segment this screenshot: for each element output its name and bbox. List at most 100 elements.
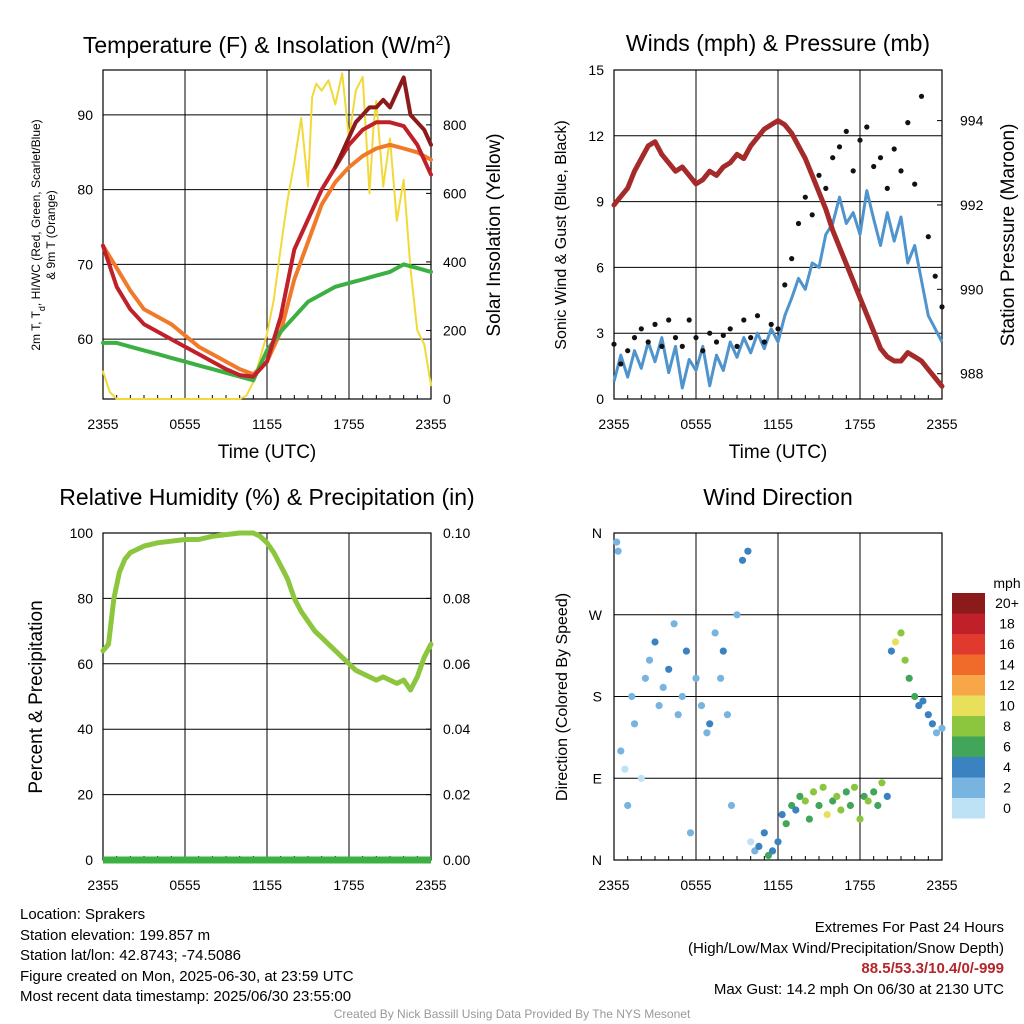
series-line-insolation bbox=[102, 72, 432, 400]
direction-point bbox=[665, 665, 673, 673]
y2-tick-label: 994 bbox=[960, 113, 984, 129]
extremes-values: 88.5/53.3/10.4/0/-999 bbox=[861, 960, 1004, 977]
y2-tick-label: 200 bbox=[443, 322, 467, 338]
y-tick-label: 40 bbox=[77, 721, 93, 737]
direction-point bbox=[932, 729, 941, 737]
direction-point bbox=[768, 847, 777, 855]
max-gust: Max Gust: 14.2 mph On 06/30 at 2130 UTC bbox=[713, 980, 1004, 998]
direction-point bbox=[747, 838, 755, 846]
legend-swatch bbox=[952, 634, 985, 655]
direction-point bbox=[796, 792, 804, 801]
gust-point bbox=[618, 361, 624, 367]
gust-point bbox=[775, 326, 781, 332]
legend-label: 12 bbox=[999, 677, 1015, 693]
gust-point bbox=[843, 128, 849, 134]
gust-point bbox=[912, 181, 918, 187]
direction-point bbox=[897, 629, 905, 637]
gust-point bbox=[891, 146, 897, 152]
gust-point bbox=[802, 194, 808, 200]
direction-point bbox=[846, 801, 855, 810]
station-latlon: Station lat/lon: 42.8743; -74.5086 bbox=[20, 947, 242, 964]
series-line-wind-speed bbox=[612, 189, 944, 390]
gust-point bbox=[631, 335, 638, 341]
credit-line: Created By Nick Bassill Using Data Provi… bbox=[333, 1007, 691, 1021]
direction-point bbox=[905, 674, 913, 682]
gust-point bbox=[700, 348, 706, 354]
direction-point bbox=[809, 788, 818, 796]
y2-tick-label: 988 bbox=[960, 366, 984, 382]
y-tick-label: 80 bbox=[77, 590, 93, 606]
y-tick-label: 3 bbox=[596, 325, 604, 341]
direction-point bbox=[891, 638, 900, 646]
direction-point bbox=[850, 783, 859, 791]
gust-point bbox=[877, 155, 884, 161]
x-axis-label: Time (UTC) bbox=[218, 442, 317, 463]
y2-tick-label: 0.06 bbox=[443, 656, 470, 672]
x-tick-label: 1755 bbox=[333, 416, 364, 432]
direction-point bbox=[778, 811, 786, 819]
y2-axis-label: Solar Insolation (Yellow) bbox=[484, 133, 505, 336]
direction-point bbox=[613, 538, 621, 546]
y-tick-label: 0 bbox=[85, 852, 93, 868]
gust-point bbox=[625, 348, 631, 354]
direction-point bbox=[628, 692, 636, 701]
direction-point bbox=[682, 647, 691, 655]
gust-point bbox=[925, 234, 931, 240]
y-tick-label: 80 bbox=[77, 182, 93, 198]
direction-point bbox=[733, 611, 741, 619]
gust-point bbox=[713, 339, 720, 345]
y-tick-label: N bbox=[592, 525, 602, 541]
direction-point bbox=[641, 674, 650, 682]
station-location: Location: Sprakers bbox=[20, 906, 146, 923]
y-tick-label: E bbox=[593, 770, 602, 786]
direction-point bbox=[760, 829, 768, 837]
legend-label: 18 bbox=[999, 616, 1015, 632]
gust-point bbox=[679, 343, 685, 349]
y-tick-label: 15 bbox=[588, 62, 604, 78]
x-tick-label: 0555 bbox=[169, 877, 200, 893]
legend-swatch bbox=[952, 593, 985, 614]
gust-point bbox=[871, 163, 877, 170]
gust-point bbox=[884, 185, 890, 191]
y-axis-label-line2: & 9m T (Orange) bbox=[44, 190, 58, 280]
direction-point bbox=[911, 692, 919, 701]
direction-point bbox=[887, 647, 896, 655]
gust-point bbox=[830, 155, 836, 161]
y2-tick-label: 0.00 bbox=[443, 852, 470, 868]
direction-point bbox=[792, 806, 800, 814]
legend-label: 2 bbox=[1003, 780, 1011, 796]
direction-point bbox=[755, 842, 763, 851]
gust-point bbox=[638, 326, 644, 332]
direction-point bbox=[727, 801, 736, 810]
direction-point bbox=[764, 851, 773, 860]
gust-point bbox=[645, 339, 651, 345]
extremes-title: Extremes For Past 24 Hours bbox=[814, 919, 1004, 936]
direction-point bbox=[659, 683, 667, 692]
direction-point bbox=[614, 547, 622, 555]
direction-point bbox=[706, 720, 714, 728]
y-axis-label: Percent & Precipitation bbox=[26, 600, 47, 793]
y-axis-label: Direction (Colored By Speed) bbox=[554, 593, 571, 801]
y2-tick-label: 0.02 bbox=[443, 787, 470, 803]
direction-point bbox=[744, 547, 752, 555]
x-tick-label: 1155 bbox=[763, 877, 793, 893]
gust-point bbox=[693, 335, 699, 341]
gust-point bbox=[734, 343, 740, 349]
gust-point bbox=[918, 93, 925, 99]
legend-label: 16 bbox=[999, 636, 1015, 652]
x-tick-label: 1755 bbox=[844, 416, 875, 432]
direction-point bbox=[829, 797, 837, 805]
x-tick-label: 0555 bbox=[680, 877, 711, 893]
plot-frame bbox=[102, 69, 432, 400]
legend-label: 4 bbox=[1003, 759, 1011, 775]
x-tick-label: 1155 bbox=[252, 877, 282, 893]
direction-point bbox=[860, 792, 868, 801]
direction-point bbox=[819, 783, 827, 791]
direction-point bbox=[703, 729, 711, 737]
legend-label: 20+ bbox=[995, 595, 1019, 611]
gust-point bbox=[809, 212, 815, 218]
recent-timestamp: Most recent data timestamp: 2025/06/30 2… bbox=[20, 988, 352, 1005]
series-line-rh bbox=[100, 530, 434, 693]
gust-point bbox=[823, 185, 829, 191]
